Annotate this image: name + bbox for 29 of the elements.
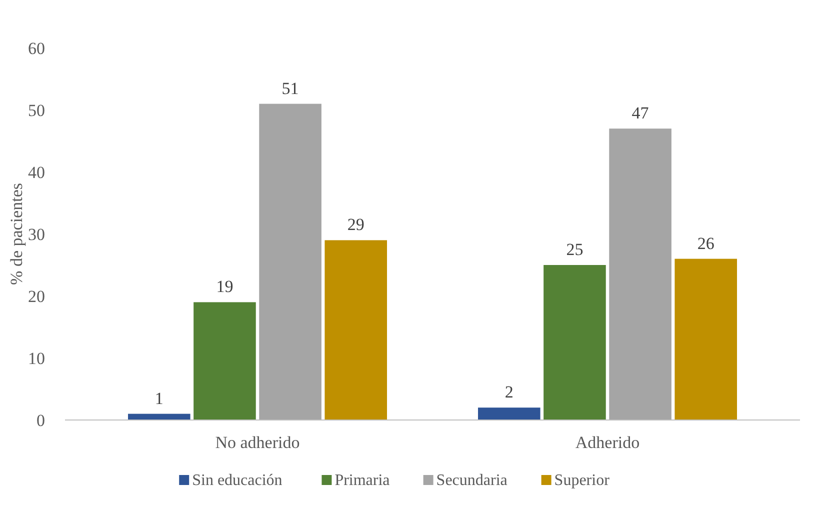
data-label: 26 [697,234,714,253]
legend-label: Sin educación [192,472,282,489]
y-tick-label: 50 [28,101,45,120]
data-label: 1 [154,388,164,408]
bar [674,258,737,420]
bar [259,104,322,420]
bar [478,408,540,420]
data-label: 2 [504,382,514,402]
x-tick-label: No adherido [215,433,300,452]
data-label: 19 [216,277,234,296]
y-tick-label: 20 [28,287,45,306]
y-axis-title: % de pacientes [7,183,26,285]
y-tick-label: 10 [28,349,45,368]
legend-label: Primaria [334,472,390,489]
data-label: 51 [282,78,299,98]
y-tick-label: 40 [28,163,45,182]
y-tick-label: 60 [28,39,45,58]
data-label: 25 [566,240,584,259]
data-label: 29 [347,215,364,234]
y-tick-label: 30 [28,225,45,244]
y-tick-label: 0 [36,411,45,430]
bar [194,302,256,420]
bar [324,240,387,420]
legend-label: Secundaria [436,472,508,489]
x-tick-label: Adherido [575,433,640,452]
legend-label: Superior [554,472,610,489]
data-label: 47 [632,104,650,123]
bar [544,265,606,420]
bar [609,128,672,420]
